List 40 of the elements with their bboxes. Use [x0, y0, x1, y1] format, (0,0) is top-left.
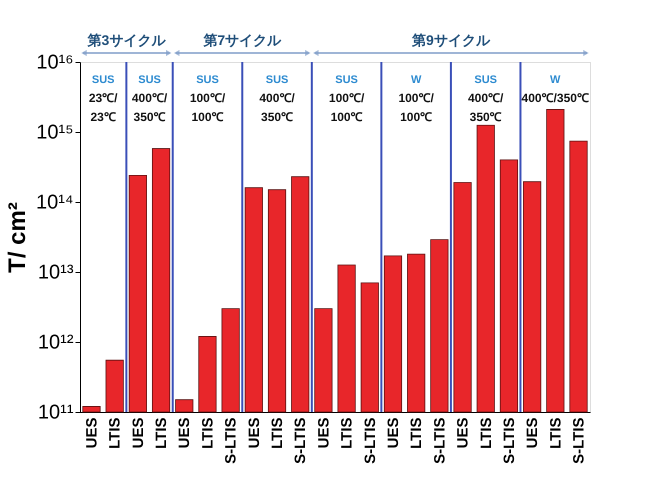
y-axis-title: T/ cm² [4, 202, 31, 273]
x-tick-label: LTIS [199, 418, 216, 449]
x-tick-label: S-LTIS [222, 418, 240, 464]
x-tick-label: S-LTIS [292, 418, 310, 464]
x-tick-label: UES [176, 418, 194, 448]
x-tick-label: LTIS [547, 418, 564, 449]
annotation: SUS 400℃/ 350℃ [132, 74, 168, 124]
x-tick-label: S-LTIS [362, 418, 379, 464]
y-tick-label: 10¹³ [38, 262, 74, 284]
annotation: SUS 400℃/ 350℃ [259, 74, 296, 124]
x-tick-label: UES [83, 418, 100, 448]
annotation: SUS 100℃/ 100℃ [190, 74, 226, 124]
x-tick-label: LTIS [478, 418, 495, 449]
annotation: W 400℃/350℃ [522, 74, 589, 105]
annotation: W 100℃/ 100℃ [398, 74, 434, 124]
x-tick-label: LTIS [408, 418, 426, 449]
text: 第3サイクル [86, 32, 166, 48]
y-tick-label: 10¹⁴ [36, 192, 74, 214]
x-tick-label: S-LTIS [500, 418, 518, 464]
x-tick-label: S-LTIS [431, 418, 448, 464]
x-tick-label: UES [384, 418, 402, 448]
x-tick-label: UES [454, 418, 472, 448]
x-tick-label: UES [315, 418, 332, 448]
annotation: SUS 23℃/ 23℃ [88, 74, 118, 124]
text: 第9サイクル [411, 32, 491, 48]
y-tick-label: 10¹¹ [38, 402, 74, 424]
annotation: SUS 400℃/ 350℃ [468, 74, 504, 124]
annotation: SUS 100℃/ 100℃ [328, 74, 365, 124]
x-tick-label: LTIS [338, 418, 356, 449]
x-tick-label: S-LTIS [570, 418, 588, 464]
x-tick-label: UES [246, 418, 263, 448]
x-tick-label: UES [524, 418, 542, 448]
x-tick-label: LTIS [269, 418, 286, 449]
y-tick-label: 10¹⁵ [36, 122, 74, 144]
y-tick-label: 10¹² [38, 332, 74, 354]
x-tick-label: LTIS [153, 418, 170, 449]
x-tick-label: LTIS [106, 418, 124, 449]
text: 第7サイクル [202, 32, 282, 48]
x-tick-label: UES [130, 418, 147, 448]
y-tick-label: 10¹⁶ [36, 52, 74, 74]
